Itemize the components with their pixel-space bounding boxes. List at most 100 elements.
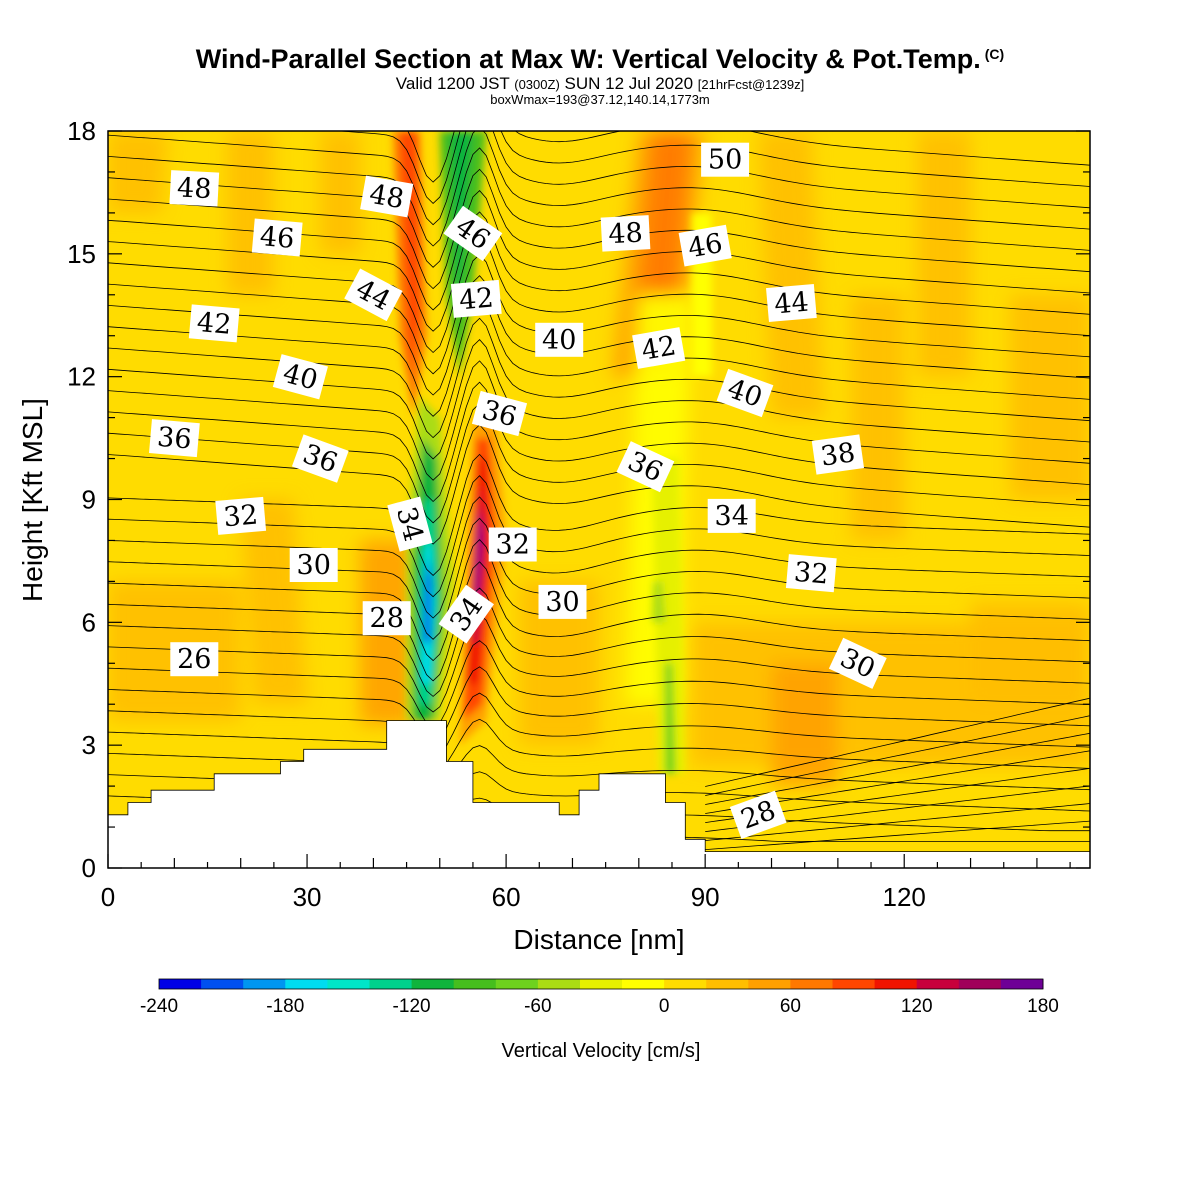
contour-label-text: 44 bbox=[773, 287, 810, 321]
contour-label: 34 bbox=[707, 498, 756, 533]
contour-label-box bbox=[707, 498, 756, 533]
forecast-info: [21hrFcst@1239z] bbox=[697, 77, 805, 92]
colorbar-title: Vertical Velocity [cm/s] bbox=[502, 1040, 701, 1062]
contour-label: 42 bbox=[632, 327, 686, 369]
colorbar-swatch bbox=[201, 979, 244, 989]
valid-date: SUN 12 Jul 2020 bbox=[564, 74, 694, 93]
contour-label-text: 28 bbox=[370, 603, 404, 634]
y-tick-label: 6 bbox=[82, 607, 96, 637]
colorbar-swatch bbox=[1000, 979, 1044, 989]
contour-label-box bbox=[632, 327, 686, 369]
contour-label-box bbox=[344, 268, 403, 322]
colorbar-swatch bbox=[958, 979, 1002, 989]
contour-label: 30 bbox=[538, 584, 587, 619]
contour-label: 48 bbox=[600, 215, 651, 252]
contour-label-box bbox=[251, 218, 303, 257]
colorbar-swatch bbox=[874, 979, 918, 989]
contour-label-text: 36 bbox=[156, 422, 193, 456]
colorbar-tick-label: -60 bbox=[524, 996, 551, 1017]
contour-label-box bbox=[170, 642, 219, 677]
contour-label-box bbox=[450, 279, 502, 318]
colorbar-swatch bbox=[748, 979, 791, 989]
contour-label: 48 bbox=[169, 170, 220, 207]
contour-label-box bbox=[828, 637, 887, 689]
contour-label: 42 bbox=[188, 304, 240, 343]
x-tick-label: 120 bbox=[883, 882, 926, 912]
contour-label: 42 bbox=[450, 279, 502, 318]
contour-label: 36 bbox=[149, 419, 200, 458]
colorbar-swatch bbox=[243, 979, 286, 989]
chart-title-main: Wind-Parallel Section at Max W: Vertical… bbox=[195, 44, 981, 74]
colorbar-swatch bbox=[664, 979, 707, 989]
y-axis-label: Height [Kft MSL] bbox=[17, 398, 48, 602]
contour-label-box bbox=[678, 224, 732, 267]
chart-title: Wind-Parallel Section at Max W: Vertical… bbox=[0, 44, 1200, 75]
valid-time-line: Valid 1200 JST (0300Z) SUN 12 Jul 2020 [… bbox=[0, 74, 1200, 94]
y-tick-label: 12 bbox=[67, 362, 96, 392]
contour-label-box bbox=[616, 441, 675, 493]
contour-label: 32 bbox=[785, 554, 837, 593]
contour-label: 36 bbox=[471, 390, 528, 437]
contour-label-box bbox=[785, 554, 837, 593]
contour-label: 32 bbox=[488, 527, 537, 562]
contour-label: 26 bbox=[170, 642, 219, 677]
colorbar-tick-label: 120 bbox=[901, 996, 933, 1017]
contour-label: 38 bbox=[811, 434, 865, 475]
colorbar-swatch bbox=[285, 979, 328, 989]
contour-label-box bbox=[362, 601, 411, 636]
valid-prefix: Valid 1200 JST bbox=[395, 74, 510, 93]
colorbar-tick-label: -120 bbox=[393, 996, 431, 1017]
colorbar-tick-label: -180 bbox=[266, 996, 304, 1017]
contour-label-text: 46 bbox=[259, 221, 296, 255]
contour-label: 40 bbox=[272, 354, 328, 400]
contour-label-box bbox=[811, 434, 865, 475]
contour-label-box bbox=[600, 215, 651, 252]
contour-label-box bbox=[488, 527, 537, 562]
contour-label-box bbox=[701, 142, 750, 177]
valid-utc: (0300Z) bbox=[514, 77, 560, 92]
y-tick-label: 15 bbox=[67, 239, 96, 269]
contour-label: 34 bbox=[387, 496, 433, 552]
x-tick-label: 30 bbox=[293, 882, 322, 912]
contour-label-box bbox=[766, 283, 817, 323]
contour-label-text: 32 bbox=[793, 557, 830, 591]
contour-label-box bbox=[188, 304, 240, 343]
contour-label-box bbox=[729, 790, 787, 839]
contour-label-box bbox=[289, 548, 338, 582]
contour-label-text: 42 bbox=[196, 307, 233, 341]
y-tick-label: 3 bbox=[82, 730, 96, 760]
x-axis-label: Distance [nm] bbox=[513, 924, 684, 955]
contour-label: 50 bbox=[701, 142, 750, 177]
colorbar-swatch bbox=[495, 979, 539, 989]
contour-label: 48 bbox=[360, 175, 414, 218]
contour-label: 32 bbox=[215, 496, 267, 535]
contour-label-text: 32 bbox=[496, 530, 530, 561]
x-tick-label: 0 bbox=[101, 882, 115, 912]
colorbar-swatch bbox=[706, 979, 749, 989]
contour-label-box bbox=[535, 322, 584, 357]
contour-label-box bbox=[149, 419, 200, 458]
colorbar-tick-label: 180 bbox=[1027, 996, 1059, 1017]
terrain-mask bbox=[108, 720, 1090, 868]
colorbar-swatch bbox=[580, 979, 623, 989]
contour-label-box bbox=[443, 205, 503, 262]
contour-label-box bbox=[716, 368, 774, 418]
contour-label: 46 bbox=[443, 205, 503, 262]
colorbar-swatch bbox=[327, 979, 370, 989]
colorbar-tick-label: 60 bbox=[780, 996, 801, 1017]
colorbar-swatch bbox=[453, 979, 497, 989]
colorbar-swatch bbox=[369, 979, 413, 989]
contour-label-text: 30 bbox=[297, 550, 331, 581]
contour-label-text: 48 bbox=[176, 172, 212, 205]
colorbar-swatch bbox=[916, 979, 960, 989]
colorbar-swatch bbox=[159, 979, 202, 989]
colorbar-tick-label: 0 bbox=[659, 996, 670, 1017]
contour-label: 40 bbox=[535, 322, 584, 357]
y-tick-label: 9 bbox=[82, 485, 96, 515]
colorbar-frame bbox=[158, 978, 1044, 990]
contour-label-text: 34 bbox=[715, 501, 749, 532]
y-tick-label: 0 bbox=[82, 853, 96, 883]
copyright-mark: (C) bbox=[984, 46, 1005, 62]
contour-label-box bbox=[291, 434, 349, 483]
contour-label-text: 48 bbox=[367, 179, 406, 215]
